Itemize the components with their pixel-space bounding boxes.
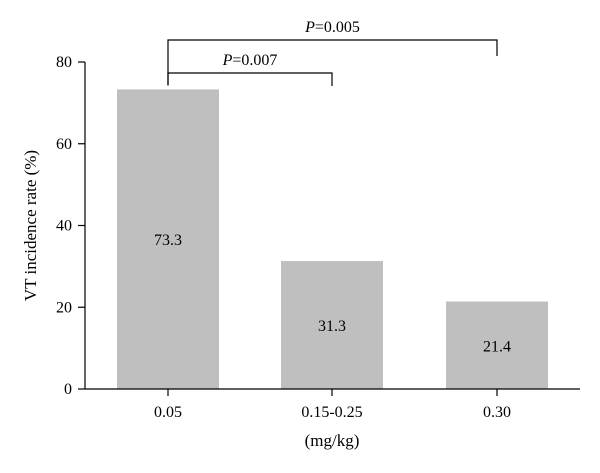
y-tick-label-1: 20 <box>56 299 72 316</box>
data-label-1: 31.3 <box>318 318 346 335</box>
significance-bracket-0: P=0.007 <box>167 52 333 86</box>
p-value-label-0: P=0.007 <box>222 52 278 69</box>
bars-group <box>117 89 548 389</box>
bar-2 <box>446 301 548 389</box>
x-axis-title: (mg/kg) <box>305 431 360 450</box>
bracket-line-0 <box>167 72 333 86</box>
y-tick-label-3: 60 <box>56 136 72 153</box>
x-tick-label-1: 0.15-0.25 <box>301 404 362 421</box>
p-value-label-1: P=0.005 <box>304 19 360 36</box>
x-tick-label-2: 0.30 <box>483 404 511 421</box>
y-tick-label-2: 40 <box>56 218 72 235</box>
significance-annotations: P=0.007 P=0.005 <box>167 19 498 86</box>
x-tick-label-0: 0.05 <box>154 404 182 421</box>
data-label-0: 73.3 <box>154 232 182 249</box>
y-tick-label-4: 80 <box>56 54 72 71</box>
bar-1 <box>281 261 383 389</box>
data-label-2: 21.4 <box>483 338 511 355</box>
x-ticks-group: 0.05 0.15-0.25 0.30 <box>154 389 511 421</box>
bar-0 <box>117 89 219 389</box>
y-axis-title: VT incidence rate (%) <box>21 150 40 301</box>
y-tick-label-0: 0 <box>64 381 72 398</box>
y-ticks-group: 0 20 40 60 80 <box>56 54 85 398</box>
significance-bracket-1: P=0.005 <box>167 19 498 86</box>
data-labels-group: 73.3 31.3 21.4 <box>154 232 511 355</box>
bracket-line-1 <box>167 39 498 86</box>
